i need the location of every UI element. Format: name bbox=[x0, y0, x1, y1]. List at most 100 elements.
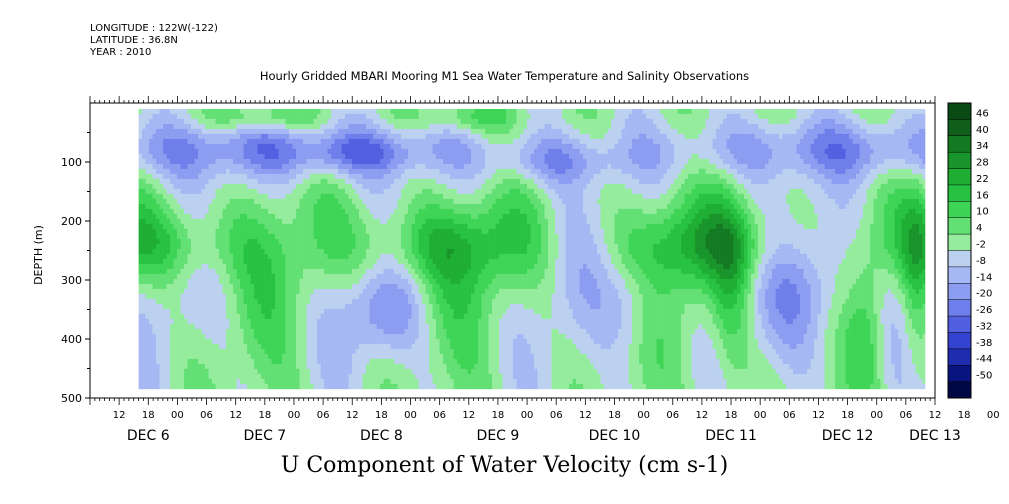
heatmap-cell bbox=[229, 158, 234, 165]
heatmap-cell bbox=[177, 203, 181, 210]
heatmap-cell bbox=[401, 248, 405, 255]
heatmap-cell bbox=[415, 198, 419, 205]
heatmap-cell bbox=[184, 358, 188, 365]
heatmap-cell bbox=[187, 283, 192, 290]
heatmap-cell bbox=[219, 218, 223, 225]
heatmap-cell bbox=[156, 238, 160, 245]
heatmap-cell bbox=[275, 288, 279, 295]
heatmap-cell bbox=[282, 278, 286, 285]
heatmap-cell bbox=[173, 288, 178, 295]
heatmap-cell bbox=[152, 173, 157, 180]
heatmap-cell bbox=[394, 218, 398, 225]
heatmap-cell bbox=[285, 108, 290, 115]
heatmap-cell bbox=[205, 283, 209, 290]
heatmap-cell bbox=[292, 238, 297, 245]
heatmap-cell bbox=[401, 333, 405, 340]
heatmap-cell bbox=[149, 108, 153, 115]
heatmap-cell bbox=[138, 173, 143, 180]
heatmap-cell bbox=[292, 323, 297, 330]
heatmap-cell bbox=[303, 153, 307, 160]
heatmap-cell bbox=[138, 313, 143, 320]
heatmap-cell bbox=[163, 213, 167, 220]
heatmap-cell bbox=[205, 313, 209, 320]
heatmap-cell bbox=[341, 213, 346, 220]
heatmap-cell bbox=[425, 218, 430, 225]
heatmap-cell bbox=[205, 218, 209, 225]
heatmap-cell bbox=[383, 263, 388, 270]
heatmap-cell bbox=[348, 178, 353, 185]
heatmap-cell bbox=[317, 188, 321, 195]
heatmap-cell bbox=[352, 143, 356, 150]
heatmap-cell bbox=[198, 388, 202, 390]
heatmap-cell bbox=[201, 283, 206, 290]
heatmap-cell bbox=[212, 333, 216, 340]
heatmap-cell bbox=[201, 378, 206, 385]
heatmap-cell bbox=[177, 163, 181, 170]
heatmap-cell bbox=[306, 283, 311, 290]
heatmap-cell bbox=[236, 388, 241, 390]
heatmap-cell bbox=[380, 348, 384, 355]
heatmap-cell bbox=[376, 313, 381, 320]
heatmap-cell bbox=[383, 268, 388, 275]
heatmap-cell bbox=[394, 138, 398, 145]
heatmap-cell bbox=[401, 268, 405, 275]
heatmap-cell bbox=[415, 118, 419, 125]
heatmap-cell bbox=[191, 303, 195, 310]
heatmap-cell bbox=[418, 203, 423, 210]
heatmap-cell bbox=[149, 278, 153, 285]
heatmap-cell bbox=[331, 318, 335, 325]
heatmap-cell bbox=[243, 303, 248, 310]
heatmap-cell bbox=[310, 238, 314, 245]
heatmap-cell bbox=[208, 268, 213, 275]
heatmap-cell bbox=[404, 348, 409, 355]
heatmap-cell bbox=[331, 188, 335, 195]
heatmap-cell bbox=[397, 223, 402, 230]
heatmap-cell bbox=[215, 228, 220, 235]
heatmap-cell bbox=[415, 373, 419, 380]
heatmap-cell bbox=[170, 343, 174, 350]
heatmap-cell bbox=[229, 323, 234, 330]
heatmap-cell bbox=[254, 228, 258, 235]
heatmap-cell bbox=[418, 123, 423, 130]
heatmap-cell bbox=[310, 133, 314, 140]
heatmap-cell bbox=[194, 138, 199, 145]
heatmap-cell bbox=[219, 203, 223, 210]
heatmap-cell bbox=[404, 293, 409, 300]
heatmap-cell bbox=[215, 253, 220, 260]
heatmap-cell bbox=[366, 168, 370, 175]
heatmap-cell bbox=[145, 213, 150, 220]
heatmap-cell bbox=[138, 168, 143, 175]
heatmap-cell bbox=[310, 283, 314, 290]
heatmap-cell bbox=[331, 263, 335, 270]
heatmap-cell bbox=[313, 258, 318, 265]
heatmap-cell bbox=[198, 193, 202, 200]
heatmap-cell bbox=[425, 313, 430, 320]
heatmap-cell bbox=[408, 233, 412, 240]
heatmap-cell bbox=[247, 248, 251, 255]
heatmap-cell bbox=[408, 123, 412, 130]
heatmap-cell bbox=[163, 338, 167, 345]
heatmap-cell bbox=[152, 298, 157, 305]
heatmap-cell bbox=[443, 253, 447, 260]
heatmap-cell bbox=[219, 108, 223, 115]
heatmap-cell bbox=[166, 118, 171, 125]
heatmap-cell bbox=[390, 223, 395, 230]
heatmap-cell bbox=[243, 143, 248, 150]
heatmap-cell bbox=[418, 158, 423, 165]
heatmap-cell bbox=[236, 373, 241, 380]
heatmap-cell bbox=[310, 328, 314, 335]
heatmap-cell bbox=[226, 338, 230, 345]
heatmap-cell bbox=[436, 313, 440, 320]
heatmap-cell bbox=[408, 278, 412, 285]
heatmap-cell bbox=[222, 213, 227, 220]
heatmap-cell bbox=[236, 363, 241, 370]
heatmap-cell bbox=[369, 243, 374, 250]
heatmap-cell bbox=[226, 123, 230, 130]
heatmap-cell bbox=[366, 383, 370, 390]
heatmap-cell bbox=[264, 113, 269, 120]
heatmap-cell bbox=[173, 133, 178, 140]
heatmap-cell bbox=[240, 198, 244, 205]
heatmap-cell bbox=[373, 323, 377, 330]
heatmap-cell bbox=[194, 113, 199, 120]
heatmap-cell bbox=[436, 168, 440, 175]
